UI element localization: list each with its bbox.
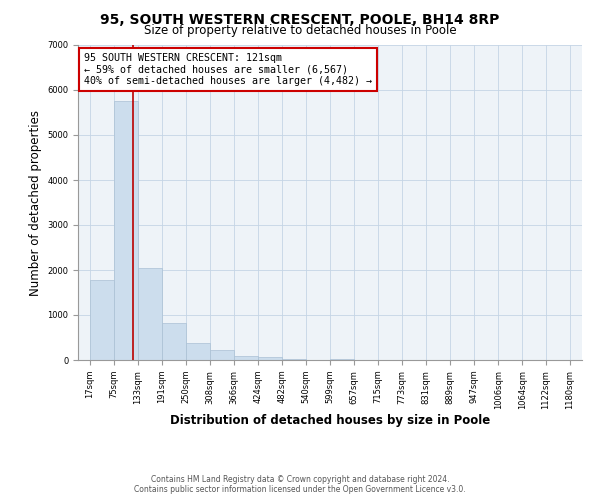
Bar bbox=[210, 350, 234, 360]
Y-axis label: Number of detached properties: Number of detached properties bbox=[29, 110, 41, 296]
Bar bbox=[186, 344, 210, 360]
Bar bbox=[138, 268, 162, 360]
Text: 95 SOUTH WESTERN CRESCENT: 121sqm
← 59% of detached houses are smaller (6,567)
4: 95 SOUTH WESTERN CRESCENT: 121sqm ← 59% … bbox=[84, 53, 372, 86]
Text: 95, SOUTH WESTERN CRESCENT, POOLE, BH14 8RP: 95, SOUTH WESTERN CRESCENT, POOLE, BH14 … bbox=[100, 12, 500, 26]
Text: Contains HM Land Registry data © Crown copyright and database right 2024.
Contai: Contains HM Land Registry data © Crown c… bbox=[134, 474, 466, 494]
Bar bbox=[330, 358, 354, 360]
Text: Size of property relative to detached houses in Poole: Size of property relative to detached ho… bbox=[143, 24, 457, 37]
Bar bbox=[282, 358, 306, 360]
Bar bbox=[90, 280, 114, 360]
Bar bbox=[162, 322, 186, 360]
Bar bbox=[234, 356, 258, 360]
Bar bbox=[114, 101, 138, 360]
X-axis label: Distribution of detached houses by size in Poole: Distribution of detached houses by size … bbox=[170, 414, 490, 428]
Bar bbox=[258, 358, 282, 360]
